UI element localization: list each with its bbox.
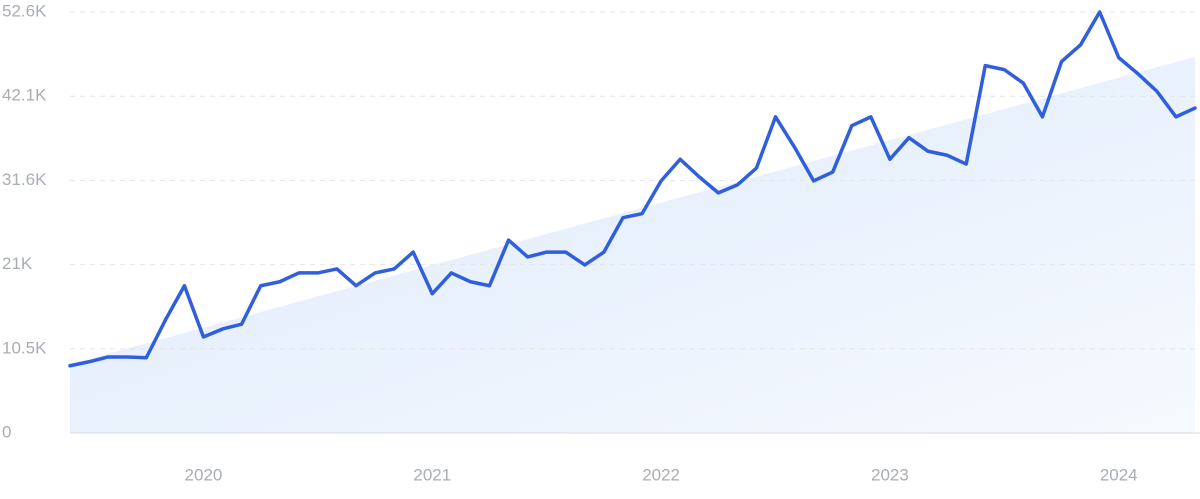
trend-area <box>70 56 1195 434</box>
line-series <box>68 10 1197 368</box>
y-tick-label: 42.1K <box>2 86 47 105</box>
y-tick-label: 10.5K <box>2 338 47 357</box>
y-tick-label: 31.6K <box>2 170 47 189</box>
x-tick-label: 2021 <box>413 465 451 484</box>
y-tick-label: 52.6K <box>2 1 47 20</box>
x-tick-label: 2020 <box>185 465 223 484</box>
x-tick-label: 2023 <box>871 465 909 484</box>
y-tick-label: 0 <box>2 422 11 441</box>
x-tick-label: 2024 <box>1100 465 1138 484</box>
y-tick-label: 21K <box>2 254 33 273</box>
x-tick-label: 2022 <box>642 465 680 484</box>
